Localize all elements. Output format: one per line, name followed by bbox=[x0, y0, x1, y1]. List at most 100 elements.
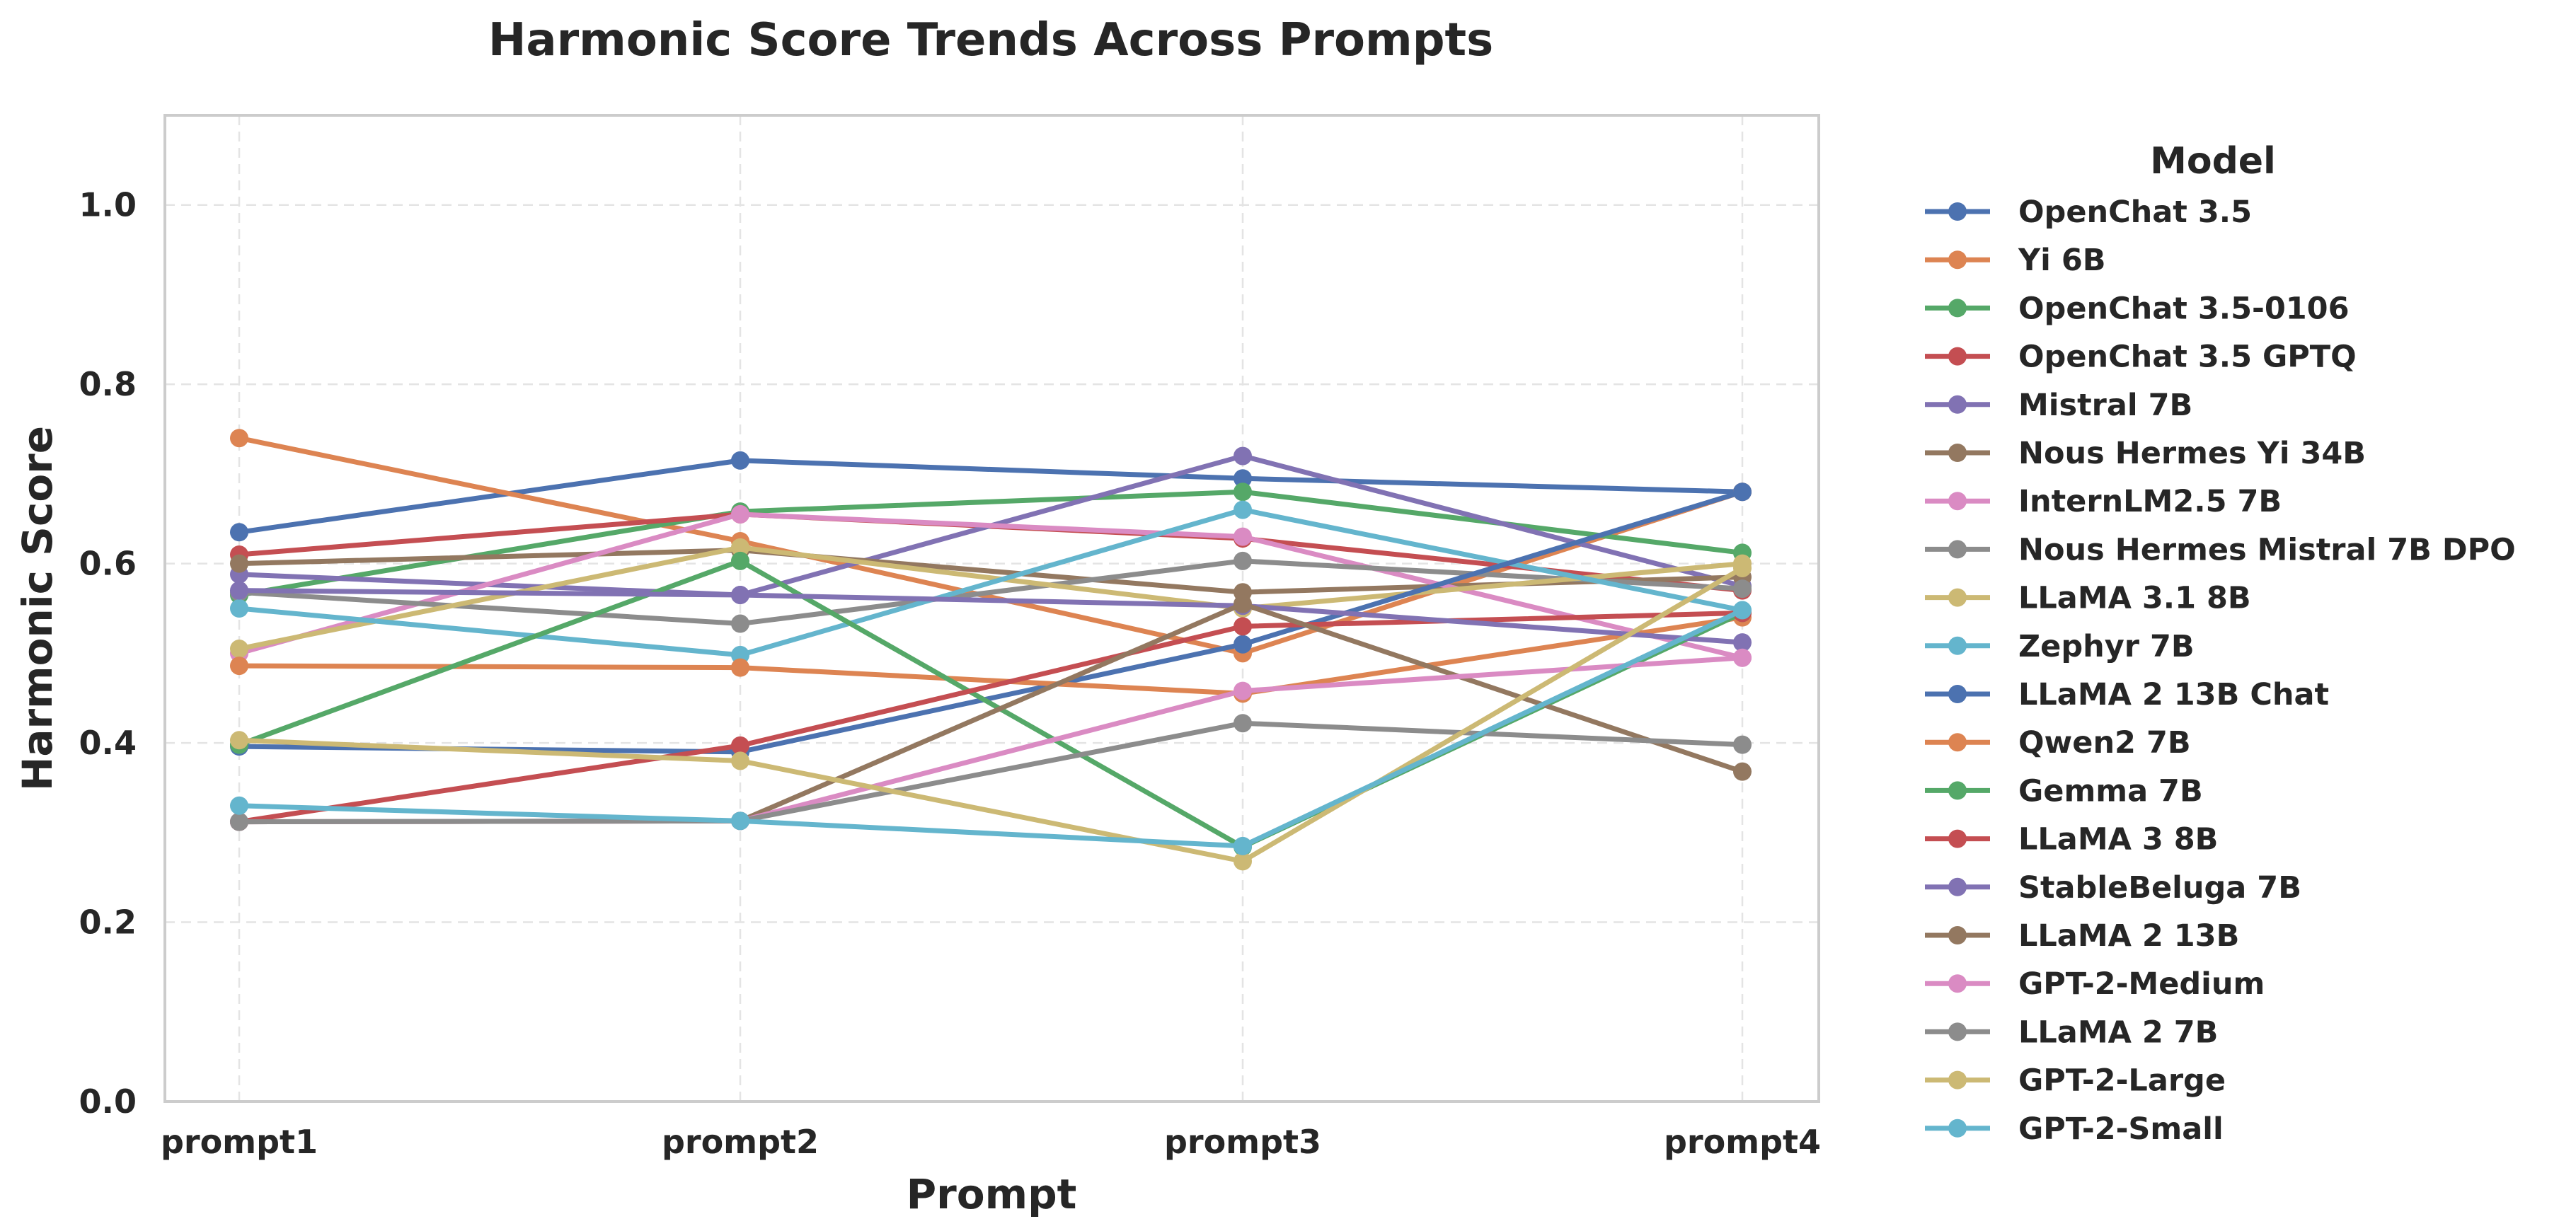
legend-label: LLaMA 2 13B bbox=[2018, 918, 2239, 954]
series-lines bbox=[230, 429, 1752, 871]
y-tick-label: 0.0 bbox=[79, 1082, 137, 1121]
legend-marker-swatch bbox=[1948, 1119, 1967, 1138]
legend-label: Yi 6B bbox=[2018, 243, 2106, 278]
data-point bbox=[230, 523, 248, 542]
legend-item: Yi 6B bbox=[1925, 243, 2106, 278]
data-point bbox=[1234, 594, 1252, 613]
legend-item: GPT-2-Medium bbox=[1925, 966, 2265, 1002]
legend-item: LLaMA 2 7B bbox=[1925, 1015, 2218, 1050]
series-line bbox=[236, 610, 1745, 825]
data-point bbox=[1733, 558, 1752, 577]
data-point bbox=[1733, 633, 1752, 652]
data-point bbox=[230, 812, 248, 831]
legend-item: LLaMA 2 13B Chat bbox=[1925, 677, 2329, 712]
y-axis-label: Harmonic Score bbox=[13, 426, 62, 791]
legend-marker-swatch bbox=[1948, 781, 1967, 800]
data-point bbox=[1234, 852, 1252, 871]
legend-marker-swatch bbox=[1948, 1070, 1967, 1090]
y-tick-label: 0.2 bbox=[79, 903, 137, 942]
y-tick-label: 0.6 bbox=[79, 545, 137, 583]
legend-item: LLaMA 2 13B bbox=[1925, 918, 2239, 954]
plot-area-frame bbox=[163, 114, 1820, 1103]
legend-item: OpenChat 3.5 bbox=[1925, 195, 2252, 230]
legend-label: Zephyr 7B bbox=[2018, 629, 2195, 664]
data-point bbox=[1234, 527, 1252, 546]
legend-item: StableBeluga 7B bbox=[1925, 870, 2301, 906]
data-point bbox=[1234, 836, 1252, 855]
data-point bbox=[230, 429, 248, 448]
data-point bbox=[731, 751, 749, 770]
y-tick-label: 1.0 bbox=[79, 186, 137, 224]
legend-items: OpenChat 3.5 Yi 6B OpenChat 3.5-0106 OpenCh… bbox=[1925, 195, 2516, 1147]
legend-marker-swatch bbox=[1948, 395, 1967, 414]
data-point bbox=[230, 640, 248, 659]
data-point bbox=[230, 796, 248, 815]
data-point bbox=[230, 599, 248, 618]
data-point bbox=[1234, 681, 1252, 700]
legend-item: Qwen2 7B bbox=[1925, 725, 2191, 761]
series-group bbox=[230, 558, 1752, 871]
data-point bbox=[1234, 635, 1252, 654]
data-point bbox=[1733, 648, 1752, 667]
data-point bbox=[1733, 735, 1752, 754]
legend-label: OpenChat 3.5 GPTQ bbox=[2018, 340, 2357, 375]
series-line bbox=[236, 720, 1745, 825]
series-line bbox=[236, 608, 1745, 849]
legend-item: Mistral 7B bbox=[1925, 388, 2192, 423]
y-tick-label: 0.4 bbox=[79, 724, 137, 762]
data-point bbox=[1234, 617, 1252, 636]
legend-label: LLaMA 3 8B bbox=[2018, 822, 2218, 857]
x-tick-label: prompt3 bbox=[1164, 1123, 1321, 1161]
legend-label: GPT-2-Medium bbox=[2018, 966, 2265, 1002]
data-point bbox=[731, 736, 749, 755]
legend-item: Nous Hermes Mistral 7B DPO bbox=[1925, 532, 2516, 567]
data-point bbox=[1733, 601, 1752, 620]
legend-marker-swatch bbox=[1948, 202, 1967, 221]
data-point bbox=[731, 585, 749, 604]
legend-title: Model bbox=[2150, 140, 2276, 183]
x-axis-ticks: prompt1 prompt2 prompt3 prompt4 bbox=[161, 1123, 1821, 1161]
data-point bbox=[731, 811, 749, 831]
data-point bbox=[1234, 551, 1252, 570]
legend-item: Nous Hermes Yi 34B bbox=[1925, 436, 2366, 471]
legend-marker-swatch bbox=[1948, 974, 1967, 993]
data-point bbox=[1234, 482, 1252, 502]
data-point bbox=[731, 551, 749, 570]
legend: Model OpenChat 3.5 Yi 6B OpenChat 3.5-0106… bbox=[1925, 140, 2516, 1147]
legend-item: Zephyr 7B bbox=[1925, 629, 2195, 664]
series-line bbox=[236, 507, 1745, 658]
data-point bbox=[1733, 482, 1752, 502]
legend-item: LLaMA 3.1 8B bbox=[1925, 581, 2251, 616]
legend-label: GPT-2-Large bbox=[2018, 1063, 2226, 1099]
series-line bbox=[236, 458, 1745, 535]
data-point bbox=[731, 538, 749, 557]
legend-marker-swatch bbox=[1948, 636, 1967, 655]
legend-item: LLaMA 3 8B bbox=[1925, 822, 2218, 857]
legend-label: Mistral 7B bbox=[2018, 388, 2192, 423]
series-line bbox=[236, 512, 1745, 661]
legend-marker-swatch bbox=[1948, 299, 1967, 318]
legend-marker-swatch bbox=[1948, 926, 1967, 944]
x-tick-label: prompt1 bbox=[161, 1123, 318, 1161]
legend-label: GPT-2-Small bbox=[2018, 1111, 2224, 1147]
legend-marker-swatch bbox=[1948, 250, 1967, 270]
data-point bbox=[230, 554, 248, 573]
legend-marker-swatch bbox=[1948, 444, 1967, 462]
legend-label: LLaMA 3.1 8B bbox=[2018, 581, 2251, 616]
data-point bbox=[731, 504, 749, 524]
data-point bbox=[230, 657, 248, 676]
series-line bbox=[236, 565, 1745, 864]
data-point bbox=[1234, 500, 1252, 519]
legend-label: Nous Hermes Yi 34B bbox=[2018, 436, 2366, 471]
legend-marker-swatch bbox=[1948, 685, 1967, 703]
legend-label: OpenChat 3.5-0106 bbox=[2018, 291, 2350, 326]
legend-marker-swatch bbox=[1948, 829, 1967, 848]
legend-label: StableBeluga 7B bbox=[2018, 870, 2301, 906]
data-point bbox=[731, 451, 749, 470]
legend-label: LLaMA 2 13B Chat bbox=[2018, 677, 2329, 712]
legend-label: OpenChat 3.5 bbox=[2018, 195, 2252, 230]
legend-marker-swatch bbox=[1948, 1022, 1967, 1041]
data-point bbox=[731, 658, 749, 677]
legend-marker-swatch bbox=[1948, 492, 1967, 511]
